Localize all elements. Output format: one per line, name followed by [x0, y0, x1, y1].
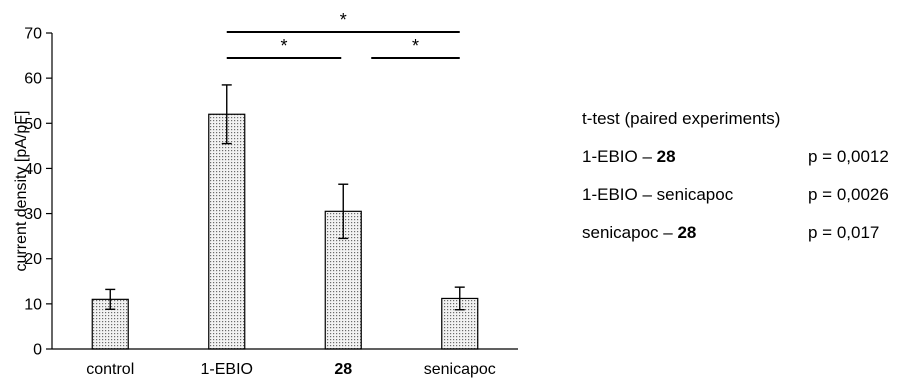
x-tick-label: 28 — [334, 361, 352, 378]
pair-first: 1-EBIO — [582, 185, 638, 204]
p-value: p = 0,0012 — [808, 146, 889, 184]
y-axis-title: current density [pA/pF] — [13, 111, 30, 272]
pair-separator: – — [638, 147, 657, 166]
x-tick-label: control — [86, 361, 134, 378]
p-value: p = 0,017 — [808, 222, 879, 260]
bar — [209, 114, 245, 349]
t-test-title: t-test (paired experiments) — [582, 108, 889, 138]
t-test-panel: t-test (paired experiments) 1-EBIO – 28 … — [582, 108, 889, 260]
pair-second: 28 — [657, 147, 676, 166]
comparison-pair: senicapoc – 28 — [582, 222, 808, 260]
t-test-row: 1-EBIO – senicapoc p = 0,0026 — [582, 184, 889, 222]
pair-first: 1-EBIO — [582, 147, 638, 166]
pair-first: senicapoc — [582, 223, 659, 242]
x-tick-label: senicapoc — [424, 361, 496, 378]
significance-star: * — [340, 10, 347, 30]
y-tick-label: 70 — [24, 26, 42, 43]
significance-star: * — [412, 36, 419, 56]
t-test-row: 1-EBIO – 28 p = 0,0012 — [582, 146, 889, 184]
significance-star: * — [280, 36, 287, 56]
x-tick-label: 1-EBIO — [201, 361, 253, 378]
y-tick-label: 60 — [24, 71, 42, 88]
comparison-pair: 1-EBIO – 28 — [582, 146, 808, 184]
comparison-pair: 1-EBIO – senicapoc — [582, 184, 808, 222]
pair-separator: – — [659, 223, 678, 242]
y-tick-label: 10 — [24, 296, 42, 313]
pair-separator: – — [638, 185, 657, 204]
y-tick-label: 0 — [33, 342, 42, 359]
p-value: p = 0,0026 — [808, 184, 889, 222]
pair-second: senicapoc — [657, 185, 734, 204]
pair-second: 28 — [677, 223, 696, 242]
t-test-row: senicapoc – 28 p = 0,017 — [582, 222, 889, 260]
